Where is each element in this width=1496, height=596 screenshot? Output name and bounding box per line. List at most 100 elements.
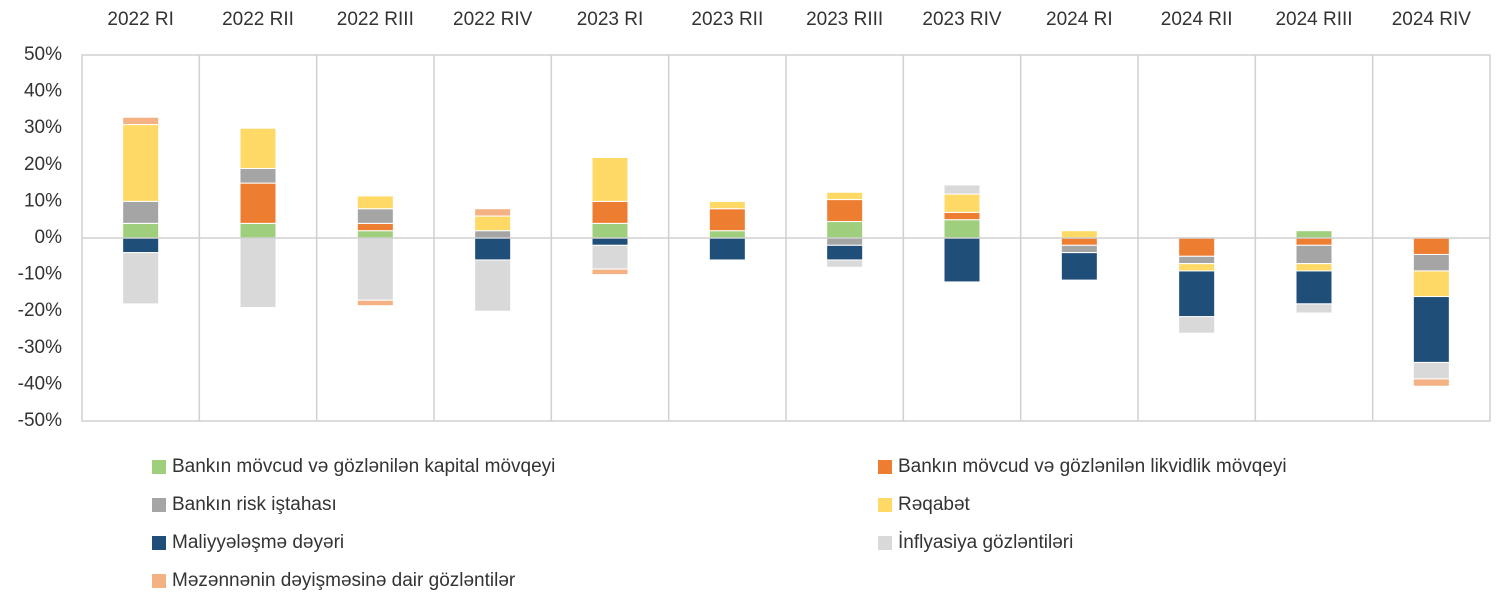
bar-segment	[1178, 316, 1216, 334]
x-tick-label: 2024 RIII	[1275, 9, 1352, 30]
bar-segment	[239, 182, 277, 224]
legend-swatch	[878, 498, 892, 512]
y-tick-label: -30%	[18, 337, 62, 358]
bar-segment	[356, 222, 394, 232]
bar-segment	[1060, 252, 1098, 281]
x-tick-label: 2022 RIII	[337, 9, 414, 30]
bar-segment	[122, 252, 160, 305]
bar-segment	[591, 244, 629, 270]
bar-segment	[943, 211, 981, 221]
y-tick-label: -20%	[18, 300, 62, 321]
bar-segment	[122, 116, 160, 126]
bar-segment	[122, 200, 160, 224]
bar-segment	[591, 156, 629, 202]
bar-segment	[239, 167, 277, 184]
bar-segment	[591, 222, 629, 239]
bar-segment	[826, 244, 864, 261]
bar-segment	[826, 191, 864, 201]
bar-segment	[943, 237, 981, 283]
bar-segment	[474, 208, 512, 217]
bar-segment	[591, 268, 629, 276]
legend-label: Məzənnənin dəyişməsinə dair gözləntilər	[172, 570, 516, 591]
legend-label: Bankın mövcud və gözlənilən likvidlik mö…	[898, 456, 1287, 477]
bar-segment	[356, 208, 394, 224]
legend-label: Maliyyələşmə dəyəri	[172, 532, 344, 553]
bar-segment	[708, 237, 746, 261]
y-tick-label: 40%	[24, 81, 62, 102]
legend-swatch	[878, 460, 892, 474]
bar-segment	[708, 208, 746, 232]
x-tick-label: 2024 RIV	[1392, 9, 1472, 30]
bar-segment	[1178, 237, 1216, 257]
bar-segment	[1412, 296, 1450, 363]
bar-segment	[1060, 244, 1098, 254]
bar-segment	[239, 127, 277, 169]
bar-segment	[122, 222, 160, 239]
bar-segment	[1412, 270, 1450, 298]
x-tick-label: 2023 RIV	[922, 9, 1002, 30]
y-tick-label: 20%	[24, 154, 62, 175]
legend-label: Rəqabət	[898, 494, 971, 515]
bar-segment	[591, 237, 629, 246]
legend-label: Bankın risk iştahası	[172, 494, 337, 515]
bar-segment	[1178, 270, 1216, 318]
bar-segment	[122, 124, 160, 202]
bar-segment	[826, 259, 864, 268]
bar-segment	[239, 222, 277, 239]
y-tick-label: 10%	[24, 190, 62, 211]
bar-segment	[1295, 237, 1333, 246]
legend-swatch	[152, 574, 166, 588]
bar-segment	[356, 237, 394, 301]
bar-segment	[474, 215, 512, 232]
bar-segment	[943, 184, 981, 195]
bar-segment	[239, 237, 277, 309]
y-tick-label: 30%	[24, 117, 62, 138]
y-tick-label: -40%	[18, 373, 62, 394]
legend-swatch	[152, 498, 166, 512]
bar-segment	[1412, 237, 1450, 255]
bar-segment	[826, 199, 864, 223]
bar-segment	[1060, 230, 1098, 239]
bar-segment	[122, 237, 160, 254]
bar-segment	[1412, 378, 1450, 387]
bar-segment	[474, 230, 512, 239]
bar-segment	[1295, 303, 1333, 314]
bar-segment	[474, 259, 512, 312]
bar-segment	[356, 195, 394, 210]
bar-segment	[474, 237, 512, 261]
x-tick-label: 2022 RI	[107, 9, 174, 30]
legend-label: İnflyasiya gözləntiləri	[898, 532, 1073, 553]
x-tick-label: 2024 RI	[1046, 9, 1113, 30]
x-tick-label: 2023 RIII	[806, 9, 883, 30]
bar-segment	[1295, 270, 1333, 305]
y-tick-label: -50%	[18, 410, 62, 431]
bar-segment	[1295, 244, 1333, 265]
legend-swatch	[152, 536, 166, 550]
bar-segment	[356, 230, 394, 239]
x-tick-label: 2023 RII	[691, 9, 763, 30]
bar-segment	[943, 219, 981, 239]
bar-segment	[1295, 263, 1333, 272]
bar-segment	[1412, 253, 1450, 272]
y-tick-label: 0%	[35, 227, 63, 248]
bar-segment	[708, 200, 746, 210]
bar-segment	[1060, 237, 1098, 246]
bar-segment	[826, 237, 864, 246]
x-tick-label: 2022 RII	[222, 9, 294, 30]
legend-swatch	[878, 536, 892, 550]
legend-swatch	[152, 460, 166, 474]
bar-segment	[943, 193, 981, 213]
bar-segment	[591, 200, 629, 224]
x-tick-label: 2023 RI	[577, 9, 644, 30]
x-tick-label: 2022 RIV	[453, 9, 533, 30]
legend-label: Bankın mövcud və gözlənilən kapital mövq…	[172, 456, 555, 477]
x-tick-label: 2024 RII	[1161, 9, 1233, 30]
bar-segment	[1178, 263, 1216, 272]
bar-segment	[708, 230, 746, 239]
y-tick-label: -10%	[18, 264, 62, 285]
y-tick-label: 50%	[24, 44, 62, 65]
bar-segment	[1295, 230, 1333, 239]
bar-segment	[1412, 361, 1450, 380]
bar-segment	[1178, 255, 1216, 265]
